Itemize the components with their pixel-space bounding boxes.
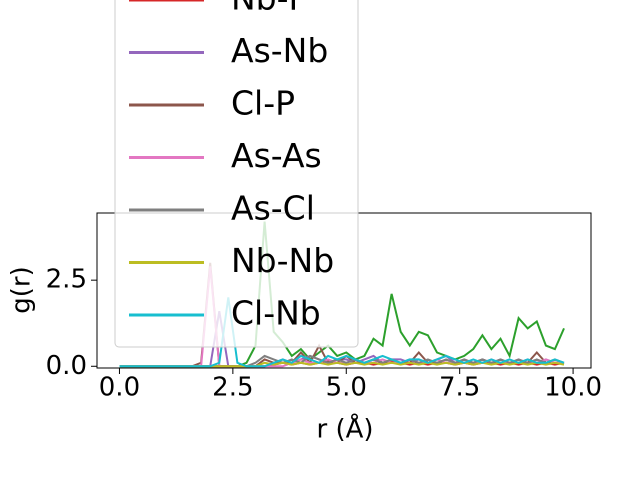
legend-label: Nb-Nb — [231, 241, 334, 280]
legend-label: Cl-Nb — [231, 294, 321, 333]
y-tick-label: 0.0 — [46, 351, 87, 381]
x-tick-label: 5.0 — [326, 373, 367, 403]
legend-label: As-Cl — [231, 189, 315, 228]
legend-label: Cl-P — [231, 84, 295, 123]
series-line — [119, 297, 565, 368]
legend-label: Nb-P — [231, 0, 308, 18]
x-axis-label: r (Å) — [316, 413, 373, 445]
y-axis-label: g(r) — [7, 266, 37, 313]
y-tick-label: 2.5 — [46, 265, 87, 295]
legend-box — [114, 0, 359, 348]
legend-label: As-Nb — [231, 31, 328, 70]
x-tick-label: 0.0 — [99, 373, 140, 403]
legend-label: As-As — [231, 136, 322, 175]
x-tick-label: 7.5 — [439, 373, 480, 403]
x-tick-label: 2.5 — [212, 373, 253, 403]
x-tick-label: 10.0 — [544, 373, 602, 403]
